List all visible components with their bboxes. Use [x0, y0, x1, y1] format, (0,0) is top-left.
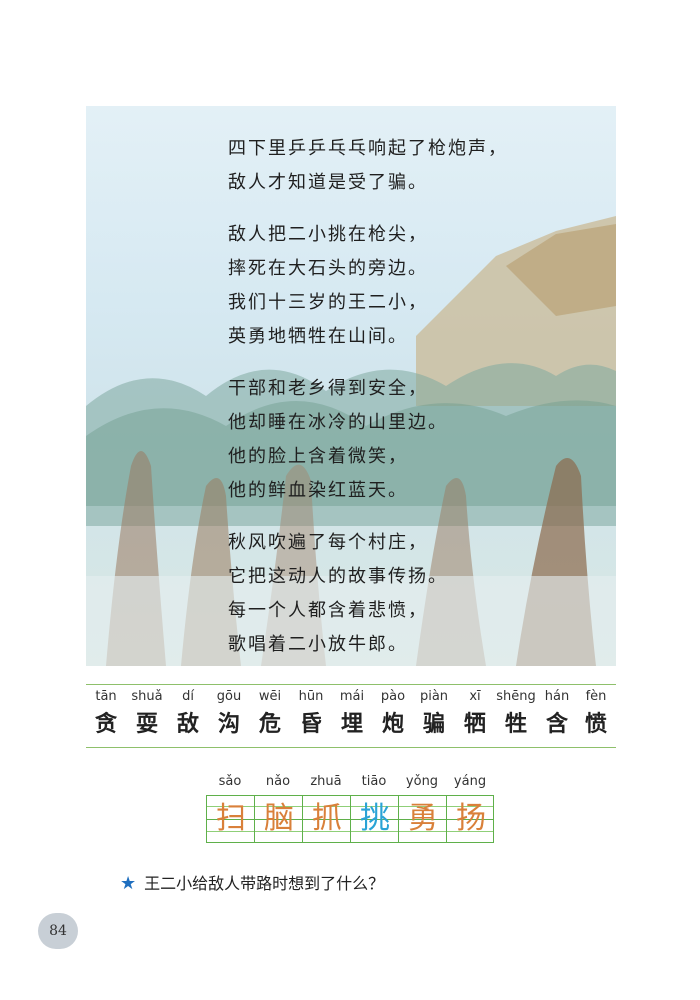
vocab-item: pào 炮: [373, 685, 413, 741]
poem-line: 敌人才知道是受了骗。: [228, 172, 428, 193]
vocab-hanzi: 沟: [217, 711, 240, 737]
poem-line: 他的鲜血染红蓝天。: [228, 480, 408, 501]
poem-line: 它把这动人的故事传扬。: [228, 566, 448, 587]
grid-divider: [302, 796, 303, 842]
vocab-pinyin: gōu: [216, 689, 242, 704]
vocab-hanzi: 骗: [422, 711, 445, 737]
poem-line: 秋风吹遍了每个村庄，: [228, 532, 428, 553]
writing-pinyin: yáng: [453, 774, 487, 789]
vocab-pinyin: piàn: [419, 689, 449, 704]
vocab-pinyin: shēng: [496, 689, 536, 704]
mist: [86, 576, 616, 666]
vocab-pinyin: pào: [380, 689, 406, 704]
vocab-hanzi: 愤: [584, 711, 607, 737]
grid-divider: [254, 796, 255, 842]
poem-line: 英勇地牺牲在山间。: [228, 326, 408, 347]
vocab-item: wēi 危: [250, 685, 290, 741]
vocab-pinyin: dí: [182, 689, 194, 704]
vocab-item: shēng 牲: [496, 685, 536, 741]
vocab-pinyin: wēi: [258, 689, 282, 704]
poem-line: 他却睡在冰冷的山里边。: [228, 412, 448, 433]
vocab-item: xī 牺: [455, 685, 495, 741]
grid-divider: [398, 796, 399, 842]
writing-pinyin: yǒng: [405, 774, 439, 789]
page-number: 84: [38, 913, 78, 949]
writing-grid: 扫 脑 抓 挑 勇 扬: [206, 795, 494, 843]
vocab-item: mái 埋: [332, 685, 372, 741]
poem-line: 他的脸上含着微笑，: [228, 446, 408, 467]
vocab-hanzi: 贪: [94, 711, 117, 737]
vocab-hanzi: 昏: [299, 711, 322, 737]
vocabulary-strip: tān 贪 shuǎ 耍 dí 敌 gōu 沟 wēi 危 hūn 昏 mái 埋 pào 炮 …: [86, 684, 616, 748]
writing-pinyin: nǎo: [265, 774, 291, 789]
forest-scene: [86, 216, 616, 666]
vocab-pinyin: tān: [95, 689, 117, 704]
vocab-hanzi: 炮: [381, 711, 404, 737]
vocab-item: fèn 愤: [576, 685, 616, 741]
writing-character: 扬: [456, 801, 486, 836]
vocab-pinyin: fèn: [585, 689, 607, 704]
vocab-hanzi: 牺: [463, 711, 486, 737]
poem-stanza: 秋风吹遍了每个村庄， 它把这动人的故事传扬。 每一个人都含着悲愤， 歌唱着二小放…: [228, 526, 588, 662]
vocab-item: shuǎ 耍: [127, 685, 167, 741]
writing-pinyin: zhuā: [310, 774, 342, 789]
vocab-item: hūn 昏: [291, 685, 331, 741]
writing-character: 脑: [264, 801, 294, 836]
poem-line: 干部和老乡得到安全，: [228, 378, 428, 399]
forest-illustration: [86, 106, 616, 666]
grid-divider: [446, 796, 447, 842]
vocab-hanzi: 埋: [340, 711, 363, 737]
poem-stanza: 敌人把二小挑在枪尖， 摔死在大石头的旁边。 我们十三岁的王二小， 英勇地牺牲在山…: [228, 218, 588, 354]
vocab-hanzi: 敌: [176, 711, 199, 737]
discussion-question: ★ 王二小给敌人带路时想到了什么？: [120, 870, 384, 894]
vocab-hanzi: 牲: [504, 711, 527, 737]
vocab-item: gōu 沟: [209, 685, 249, 741]
poem-text: 四下里乒乒乓乓响起了枪炮声， 敌人才知道是受了骗。 敌人把二小挑在枪尖， 摔死在…: [228, 132, 588, 680]
poem-line: 歌唱着二小放牛郎。: [228, 634, 408, 655]
writing-character: 扫: [216, 801, 246, 836]
poem-line: 每一个人都含着悲愤，: [228, 600, 428, 621]
mountain-ridge: [506, 224, 616, 316]
poem-line: 敌人把二小挑在枪尖，: [228, 224, 428, 245]
vocab-hanzi: 含: [545, 711, 568, 737]
vocab-item: dí 敌: [168, 685, 208, 741]
writing-character: 挑: [360, 801, 390, 836]
poem-line: 摔死在大石头的旁边。: [228, 258, 428, 279]
star-icon: ★: [120, 873, 137, 894]
writing-character: 勇: [408, 801, 438, 836]
poem-line: 我们十三岁的王二小，: [228, 292, 428, 313]
writing-pinyin: tiāo: [361, 774, 387, 789]
vocab-hanzi: 耍: [135, 711, 158, 737]
writing-pinyin: sǎo: [218, 774, 242, 789]
vocab-pinyin: hán: [544, 689, 570, 704]
vocab-hanzi: 危: [258, 711, 281, 737]
vocab-item: piàn 骗: [414, 685, 454, 741]
vocab-pinyin: xī: [469, 689, 481, 704]
grid-divider: [350, 796, 351, 842]
poem-line: 四下里乒乒乓乓响起了枪炮声，: [228, 138, 508, 159]
vocab-pinyin: shuǎ: [131, 689, 163, 704]
vocab-pinyin: hūn: [298, 689, 324, 704]
vocab-item: tān 贪: [86, 685, 126, 741]
poem-stanza: 四下里乒乒乓乓响起了枪炮声， 敌人才知道是受了骗。: [228, 132, 588, 200]
vocab-item: hán 含: [537, 685, 577, 741]
writing-character: 抓: [312, 801, 342, 836]
vocab-pinyin: mái: [339, 689, 365, 704]
question-text: 王二小给敌人带路时想到了什么？: [144, 874, 385, 893]
poem-stanza: 干部和老乡得到安全， 他却睡在冰冷的山里边。 他的脸上含着微笑， 他的鲜血染红蓝…: [228, 372, 588, 508]
